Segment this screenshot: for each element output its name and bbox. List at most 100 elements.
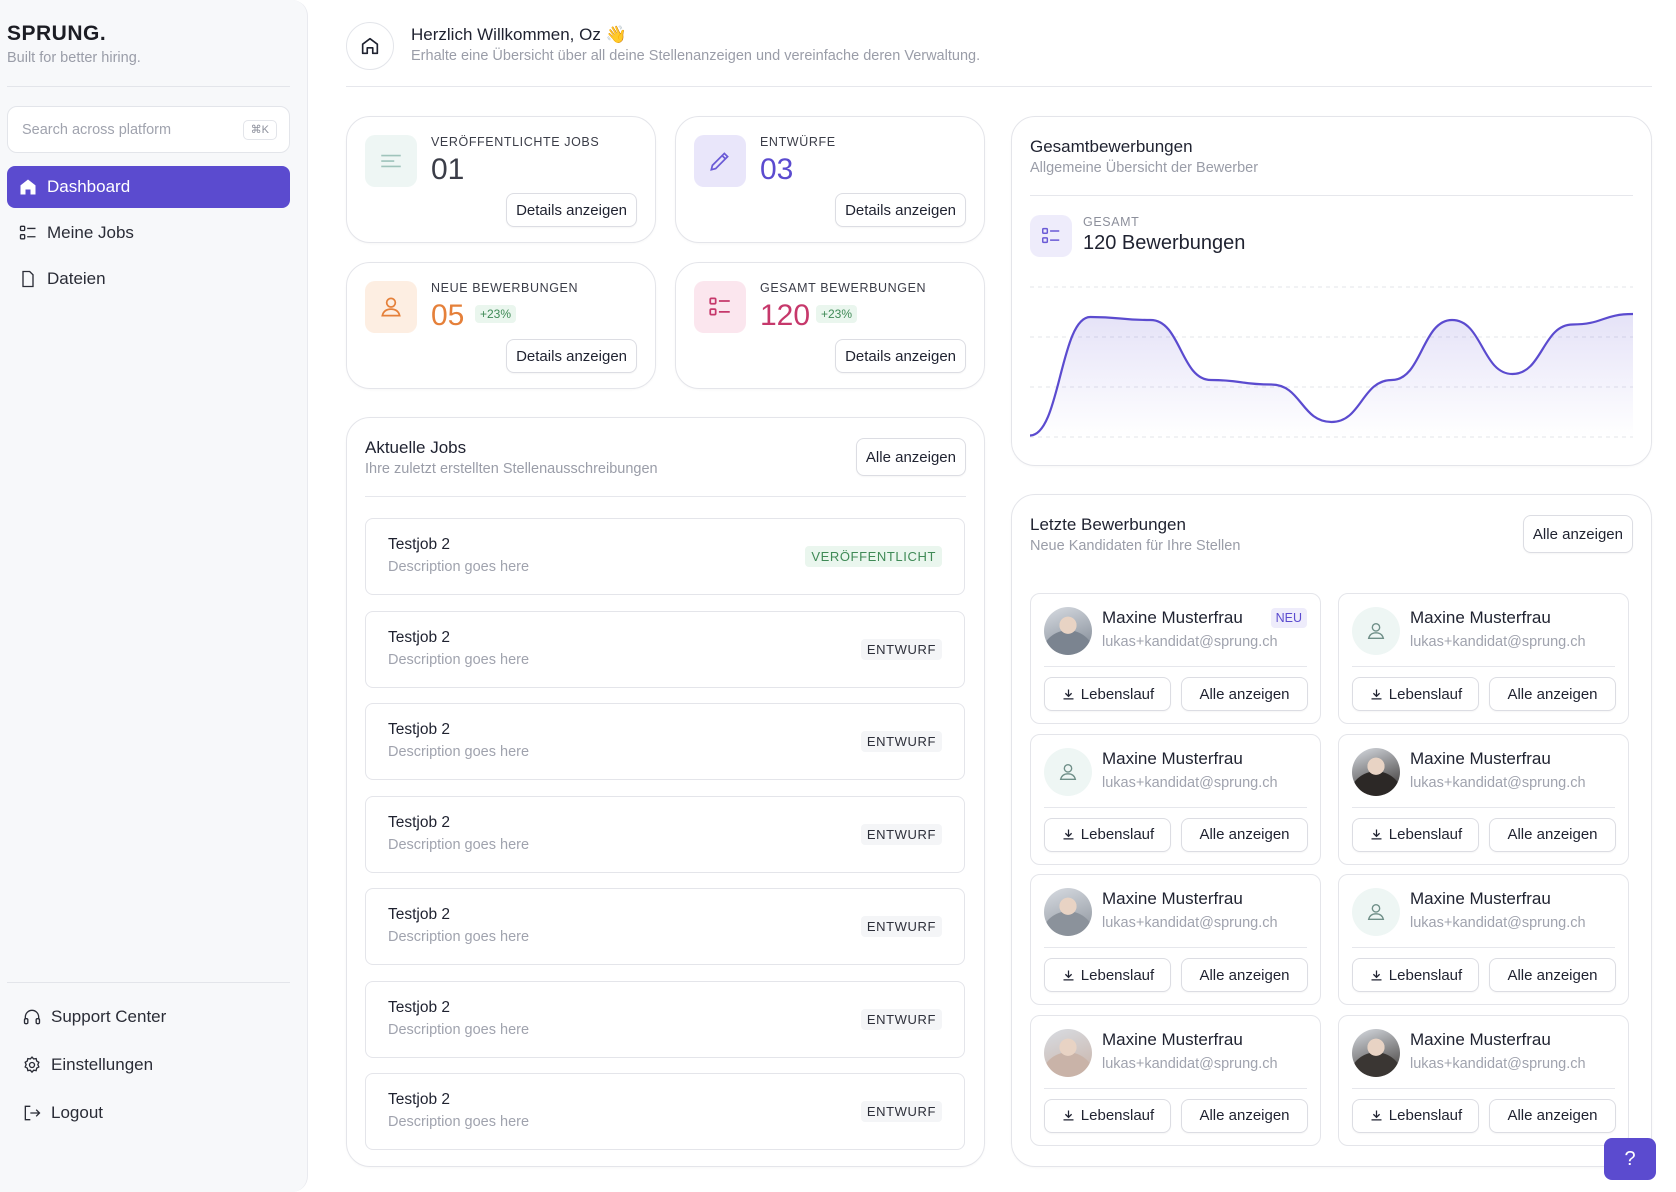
list-check-icon: [1042, 227, 1060, 244]
job-description: Description goes here: [388, 651, 530, 668]
candidate-name: Maxine Musterfrau: [1410, 889, 1551, 908]
job-description: Description goes here: [388, 836, 530, 853]
details-button[interactable]: Details anzeigen: [835, 339, 966, 373]
sidebar: SPRUNG. Built for better hiring. Search …: [0, 0, 308, 1192]
cv-button[interactable]: Lebenslauf: [1352, 958, 1479, 992]
cv-button[interactable]: Lebenslauf: [1044, 677, 1171, 711]
stat-icon-box: [365, 281, 417, 333]
search-input[interactable]: Search across platform ⌘K: [7, 106, 290, 153]
avatar: [1044, 607, 1092, 655]
user-icon: [381, 297, 401, 317]
support-center-link[interactable]: Support Center: [22, 1007, 166, 1027]
avatar: [1352, 888, 1400, 936]
cv-button[interactable]: Lebenslauf: [1044, 958, 1171, 992]
user-icon: [1059, 763, 1077, 780]
candidate-divider: [1352, 1087, 1615, 1089]
stat-label: NEUE BEWERBUNGEN: [431, 281, 579, 295]
avatar: [1044, 1028, 1092, 1077]
cv-button[interactable]: Lebenslauf: [1044, 1098, 1171, 1133]
chart-line: [1030, 312, 1633, 437]
candidate-email: lukas+kandidat@sprung.ch: [1102, 915, 1278, 931]
nav-meine-jobs[interactable]: Meine Jobs: [7, 212, 290, 254]
view-candidate-button[interactable]: Alle anzeigen: [1181, 1098, 1308, 1133]
job-row[interactable]: Testjob 2 Description goes here ENTWURF: [365, 703, 965, 780]
pencil-icon: [710, 152, 729, 171]
view-candidate-button[interactable]: Alle anzeigen: [1489, 677, 1616, 711]
candidate-divider: [1044, 666, 1307, 667]
view-candidate-button[interactable]: Alle anzeigen: [1181, 817, 1308, 852]
list-check-icon: [709, 297, 730, 316]
job-description: Description goes here: [388, 929, 530, 945]
stat-value: 01: [431, 153, 465, 186]
page-subtitle: Erhalte eine Übersicht über all deine St…: [411, 48, 981, 64]
job-row[interactable]: Testjob 2 Description goes here ENTWURF: [365, 795, 965, 873]
view-candidate-button[interactable]: Alle anzeigen: [1181, 958, 1308, 992]
details-button[interactable]: Details anzeigen: [506, 193, 637, 227]
new-badge: NEU: [1270, 608, 1307, 628]
candidate-divider: [1044, 806, 1307, 808]
home-button[interactable]: [346, 22, 394, 70]
download-icon: [1063, 970, 1074, 980]
nav-dashboard[interactable]: Dashboard: [7, 166, 290, 208]
search-placeholder: Search across platform: [22, 122, 172, 138]
job-row[interactable]: Testjob 2 Description goes here VERÖFFENTL…: [365, 518, 965, 595]
job-row[interactable]: Testjob 2 Description goes here ENTWURF: [365, 980, 965, 1058]
candidate-card: Maxine Musterfrau lukas+kandidat@sprung.c…: [1338, 1014, 1629, 1146]
jobs-card: Aktuelle Jobs Ihre zuletzt erstellten St…: [346, 417, 985, 1167]
stat-icon-box: [365, 135, 417, 187]
view-candidate-button[interactable]: Alle anzeigen: [1181, 677, 1308, 711]
nav-dateien[interactable]: Dateien: [7, 258, 290, 300]
download-icon: [1371, 829, 1382, 840]
job-status-badge: ENTWURF: [860, 731, 942, 752]
candidate-name: Maxine Musterfrau: [1410, 608, 1551, 627]
help-button[interactable]: ?: [1604, 1138, 1656, 1180]
candidate-email: lukas+kandidat@sprung.ch: [1102, 1055, 1278, 1072]
cv-button[interactable]: Lebenslauf: [1352, 1098, 1479, 1133]
job-description: Description goes here: [388, 1021, 530, 1038]
cv-button[interactable]: Lebenslauf: [1044, 817, 1171, 852]
jobs-subtitle: Ihre zuletzt erstellten Stellenausschrei…: [365, 461, 658, 477]
brand-logo: SPRUNG.: [7, 22, 107, 45]
candidate-card: Maxine Musterfrau lukas+kandidat@sprung.c…: [1030, 733, 1321, 865]
stat-card-new-applications: NEUE BEWERBUNGEN 05 +23% Details anzeige…: [346, 262, 656, 389]
job-row[interactable]: Testjob 2 Description goes here ENTWURF: [365, 888, 965, 965]
download-icon: [1063, 1110, 1074, 1121]
cv-button-label: Lebenslauf: [1388, 685, 1463, 703]
candidates-show-all-button[interactable]: Alle anzeigen: [1522, 515, 1633, 553]
logout-link[interactable]: Logout: [22, 1103, 103, 1123]
candidate-card: Maxine Musterfrau lukas+kandidat@sprung.c…: [1030, 1014, 1321, 1146]
job-status-badge: ENTWURF: [860, 823, 942, 845]
candidate-name: Maxine Musterfrau: [1410, 748, 1551, 768]
job-row[interactable]: Testjob 2 Description goes here ENTWURF: [365, 1073, 965, 1150]
job-description: Description goes here: [388, 1114, 530, 1130]
total-value: 120 Bewerbungen: [1083, 232, 1246, 254]
details-button[interactable]: Details anzeigen: [835, 193, 966, 227]
view-candidate-button[interactable]: Alle anzeigen: [1489, 817, 1616, 852]
stat-icon-box: [694, 281, 746, 333]
stat-label: ENTWÜRFE: [760, 135, 836, 149]
view-candidate-button[interactable]: Alle anzeigen: [1489, 1098, 1616, 1133]
candidate-divider: [1044, 1087, 1307, 1089]
jobs-show-all-button[interactable]: Alle anzeigen: [855, 438, 966, 476]
cv-button[interactable]: Lebenslauf: [1352, 677, 1479, 711]
stat-card-total-applications: GESAMT BEWERBUNGEN 120 +23% Details anze…: [675, 262, 985, 389]
candidate-divider: [1352, 947, 1615, 948]
settings-link[interactable]: Einstellungen: [22, 1055, 153, 1075]
job-row[interactable]: Testjob 2 Description goes here ENTWURF: [365, 610, 965, 688]
stat-delta-badge: +23%: [816, 305, 858, 323]
download-icon: [1371, 689, 1382, 699]
nav-dateien-label: Dateien: [47, 269, 106, 288]
candidate-card: Maxine Musterfrau lukas+kandidat@sprung.c…: [1338, 874, 1629, 1005]
job-status-badge: ENTWURF: [860, 916, 942, 937]
chart-area-fill: [1030, 314, 1633, 437]
cv-button[interactable]: Lebenslauf: [1352, 817, 1479, 852]
details-button[interactable]: Details anzeigen: [506, 339, 637, 373]
user-icon: [1367, 622, 1385, 640]
candidates-title: Letzte Bewerbungen: [1030, 515, 1186, 534]
job-status-badge: ENTWURF: [860, 1101, 942, 1122]
brand-tagline: Built for better hiring.: [7, 50, 141, 66]
view-candidate-button[interactable]: Alle anzeigen: [1489, 958, 1616, 992]
applications-chart: [1030, 286, 1633, 438]
logout-label: Logout: [51, 1103, 103, 1122]
search-shortcut: ⌘K: [242, 120, 277, 140]
